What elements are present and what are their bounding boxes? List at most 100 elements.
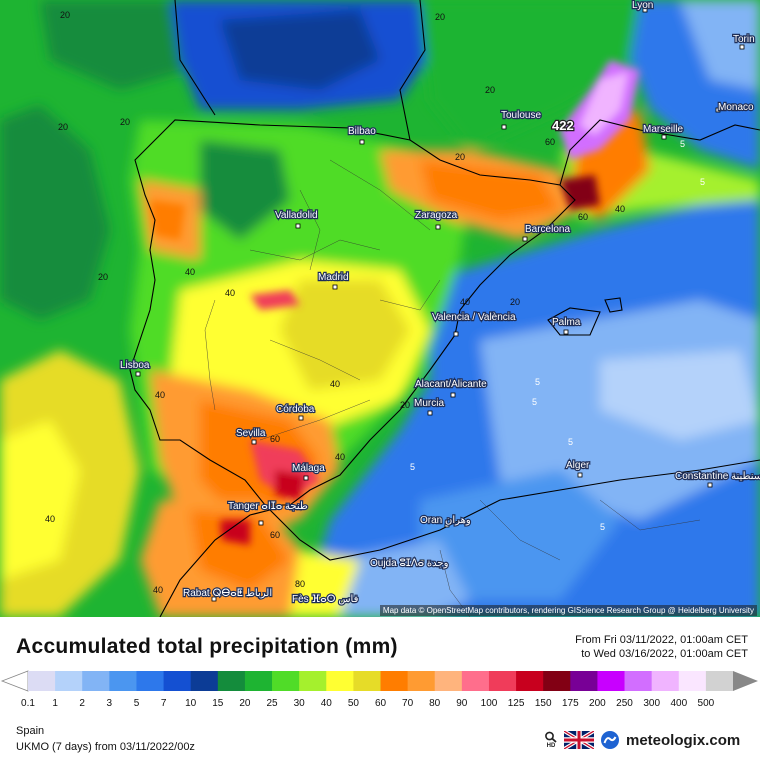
colorbar-tick-label: 70 <box>402 698 414 709</box>
svg-text:40: 40 <box>153 585 163 595</box>
city-constantine: Constantine قسنطينة <box>675 471 760 482</box>
uk-flag-icon[interactable] <box>564 731 594 749</box>
svg-text:20: 20 <box>98 272 108 282</box>
brand-area: HD meteologix.com <box>544 730 740 750</box>
colorbar-swatch <box>136 671 164 691</box>
colorbar-swatch <box>109 671 137 691</box>
colorbar-tick-label: 80 <box>429 698 441 709</box>
colorbar-swatch <box>28 671 56 691</box>
colorbar-tick-label: 0.1 <box>21 698 35 709</box>
city-barcelona: Barcelona <box>525 224 570 235</box>
colorbar-swatch <box>597 671 625 691</box>
colorbar-tick-label: 125 <box>507 698 525 709</box>
city-valladolid: Valladolid <box>275 210 318 221</box>
svg-text:40: 40 <box>45 514 55 524</box>
colorbar-tick-label: 1 <box>52 698 58 709</box>
city-bilbao: Bilbao <box>348 126 376 137</box>
colorbar-arrow-high <box>733 671 758 691</box>
max-value-label: 422 <box>552 118 574 133</box>
map-canvas: 20 20 20 20 20 20 20 20 20 40 40 40 40 4… <box>0 0 760 617</box>
svg-text:5: 5 <box>568 437 573 447</box>
legend-panel: Accumulated total precipitation (mm) Fro… <box>0 617 760 760</box>
colorbar-swatch <box>217 671 246 691</box>
colorbar-tick-label: 60 <box>374 698 387 709</box>
city-valencia: Valencia / València <box>432 312 516 323</box>
svg-text:20: 20 <box>400 400 410 410</box>
colorbar-tick-label: 90 <box>456 698 468 709</box>
colorbar-swatch <box>461 671 490 691</box>
colorbar-swatch <box>407 671 436 691</box>
colorbar-swatch <box>326 671 354 691</box>
brand-name[interactable]: meteologix.com <box>626 731 741 749</box>
hd-label: HD <box>546 743 556 749</box>
precipitation-peaks <box>150 60 640 545</box>
precipitation-map[interactable]: 20 20 20 20 20 20 20 20 20 40 40 40 40 4… <box>0 0 760 617</box>
meteologix-logo-icon <box>601 731 619 749</box>
colorbar-tick-label: 3 <box>106 698 113 709</box>
city-oran: Oran وهران <box>420 515 471 526</box>
colorbar-swatch <box>82 671 110 691</box>
colorbar-swatch <box>488 671 517 691</box>
city-alger: Alger <box>566 460 590 471</box>
colorbar-swatch <box>163 671 192 691</box>
city-monaco: Monaco <box>718 102 754 113</box>
colorbar-tick-label: 400 <box>670 698 688 709</box>
city-markers <box>135 7 745 602</box>
colorbar-tick-label: 25 <box>266 698 278 709</box>
colorbar-tick-label: 40 <box>320 698 332 709</box>
city-tanger: Tanger ⴰⵏⵊⴰ طنجة <box>228 501 308 512</box>
city-palma: Palma <box>552 317 581 328</box>
svg-text:20: 20 <box>510 297 520 307</box>
colorbar-tick-label: 20 <box>239 698 251 709</box>
contour-values: 20 20 20 20 20 20 20 20 20 40 40 40 40 4… <box>45 10 705 595</box>
colorbar-swatch <box>244 671 273 691</box>
colorbar-swatch <box>651 671 680 691</box>
svg-text:40: 40 <box>460 297 470 307</box>
colorbar-swatch <box>705 671 734 691</box>
coastlines <box>129 0 760 617</box>
colorbar-swatch <box>55 671 83 691</box>
svg-text:5: 5 <box>410 462 415 472</box>
svg-text:20: 20 <box>60 10 70 20</box>
svg-text:60: 60 <box>578 212 588 222</box>
model-label: UKMO (7 days) from 03/11/2022/00z <box>16 741 195 753</box>
svg-text:20: 20 <box>120 117 130 127</box>
svg-text:5: 5 <box>535 377 540 387</box>
svg-text:5: 5 <box>700 177 705 187</box>
svg-text:60: 60 <box>270 434 280 444</box>
region-label: Spain <box>16 725 45 737</box>
svg-text:40: 40 <box>155 390 165 400</box>
svg-text:40: 40 <box>185 267 195 277</box>
city-fes: Fès ⴼⴰⵙ فاس <box>292 594 359 605</box>
svg-text:40: 40 <box>335 452 345 462</box>
colorbar-tick-label: 300 <box>643 698 661 709</box>
colorbar-tick-label: 10 <box>185 698 197 709</box>
colorbar-swatch <box>190 671 219 691</box>
colorbar-swatch <box>434 671 463 691</box>
precipitation-field <box>0 0 760 617</box>
svg-text:60: 60 <box>545 137 555 147</box>
city-lyon: Lyon <box>632 0 653 11</box>
colorbar-swatch <box>272 671 300 691</box>
city-labels: Lyon Torin Monaco Marseille Toulouse Bil… <box>119 0 760 606</box>
colorbar-tick-label: 250 <box>616 698 633 709</box>
colorbar-tick-label: 200 <box>589 698 606 709</box>
colorbar-swatch <box>353 671 381 691</box>
time-to: to Wed 03/16/2022, 01:00am CET <box>581 648 748 660</box>
city-toulouse: Toulouse <box>501 110 541 121</box>
city-malaga: Málaga <box>292 463 325 474</box>
colorbar-swatch <box>678 671 707 691</box>
hd-zoom-icon[interactable]: HD <box>544 731 558 749</box>
svg-text:60: 60 <box>270 530 280 540</box>
city-oujda: Oujda ⵓⵊⴷⴰ وجدة <box>370 558 449 569</box>
colorbar-swatch <box>624 671 653 691</box>
city-cordoba: Córdoba <box>276 404 315 415</box>
colorbar-tick-label: 175 <box>561 698 579 709</box>
city-torin: Torin <box>733 34 755 45</box>
color-scale-bar <box>0 670 758 692</box>
legend-title: Accumulated total precipitation (mm) <box>16 635 398 658</box>
colorbar-swatch <box>543 671 571 691</box>
city-alicante: Alacant/Alicante <box>415 379 487 390</box>
city-murcia: Murcia <box>414 398 444 409</box>
svg-text:20: 20 <box>58 122 68 132</box>
